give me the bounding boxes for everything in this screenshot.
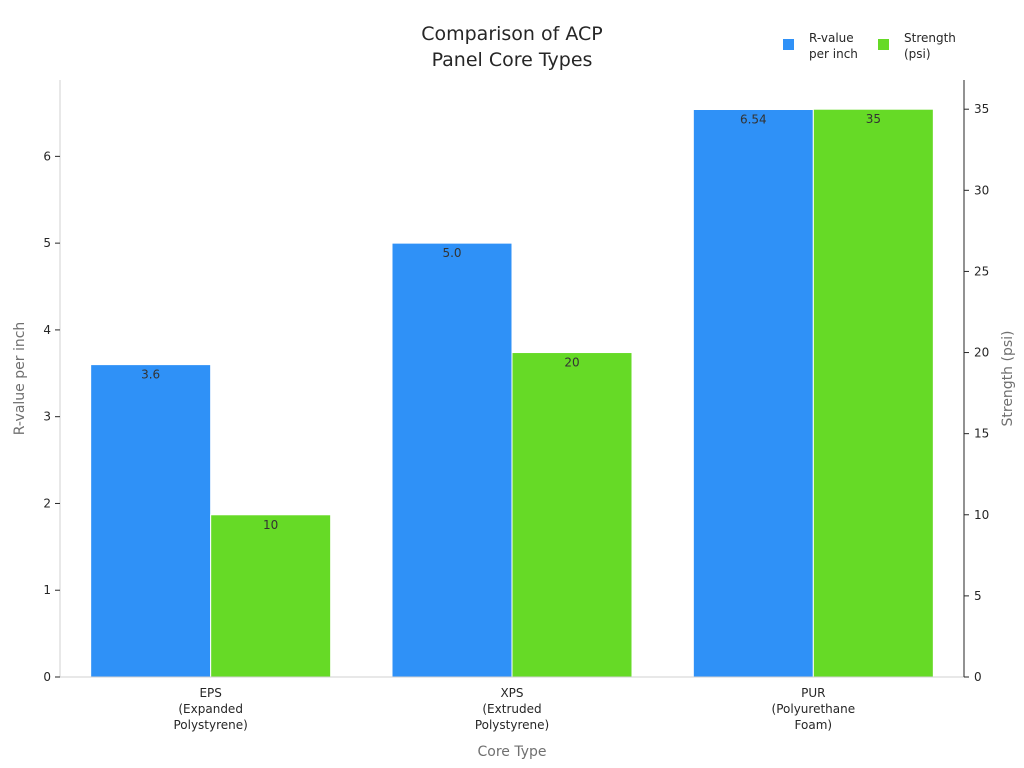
data-label: 10 [263, 518, 278, 532]
data-label: 6.54 [740, 113, 767, 127]
chart-title-line: Panel Core Types [432, 49, 593, 71]
y-right-tick-label: 15 [974, 427, 989, 441]
axes: EPS (Expanded Polystyrene) XPS (Extruded Poly… [12, 80, 1016, 760]
chart-title: Comparison of ACP Panel Core Types [421, 23, 603, 71]
y-right-tick-label: 5 [974, 589, 982, 603]
y-left-tick-label: 5 [43, 236, 51, 250]
x-tick-label: XPS [500, 686, 523, 700]
x-tick-label: Foam) [795, 718, 833, 732]
data-label: 20 [564, 356, 579, 370]
x-tick-label: EPS [199, 686, 221, 700]
x-tick-label: (Expanded [178, 702, 243, 716]
chart-title-line: Comparison of ACP [421, 23, 603, 45]
data-label: 3.6 [141, 368, 160, 382]
x-tick-label: PUR [801, 686, 825, 700]
y-left-tick-label: 4 [43, 323, 51, 337]
bar-strength [511, 352, 633, 678]
x-tick-label: (Extruded [482, 702, 541, 716]
y-left-tick-label: 0 [43, 670, 51, 684]
y-left-tick-label: 3 [43, 410, 51, 424]
x-tick-label: Polystyrene) [173, 718, 247, 732]
bar-rvalue [692, 109, 814, 678]
y-left-tick-label: 6 [43, 149, 51, 163]
bar-strength [812, 108, 934, 678]
legend: R-value per inch Strength (psi) [783, 31, 956, 61]
y-left-tick-label: 2 [43, 496, 51, 510]
y-axis-right-title: Strength (psi) [1000, 330, 1016, 426]
legend-label: per inch [809, 47, 858, 61]
bar-rvalue [90, 364, 212, 678]
y-right-tick-label: 30 [974, 183, 989, 197]
legend-swatch [878, 39, 889, 50]
legend-label: Strength [904, 31, 956, 45]
bars [90, 108, 934, 678]
x-tick-label: (Polyurethane [772, 702, 856, 716]
legend-label: R-value [809, 31, 854, 45]
data-labels: 3.6 10 5.0 20 6.54 35 [141, 112, 881, 532]
bar-strength [210, 514, 332, 678]
y-left-tick-label: 1 [43, 583, 51, 597]
y-right-tick-label: 25 [974, 264, 989, 278]
y-axis-left-title: R-value per inch [12, 322, 28, 436]
legend-label: (psi) [904, 47, 931, 61]
data-label: 5.0 [442, 246, 461, 260]
bar-rvalue [391, 242, 513, 678]
y-right-tick-label: 0 [974, 670, 982, 684]
x-tick-label: Polystyrene) [475, 718, 549, 732]
legend-swatch [783, 39, 794, 50]
x-axis-title: Core Type [477, 744, 546, 760]
y-right-tick-label: 20 [974, 346, 989, 360]
y-right-tick-label: 35 [974, 102, 989, 116]
y-right-tick-label: 10 [974, 508, 989, 522]
data-label: 35 [866, 112, 881, 126]
